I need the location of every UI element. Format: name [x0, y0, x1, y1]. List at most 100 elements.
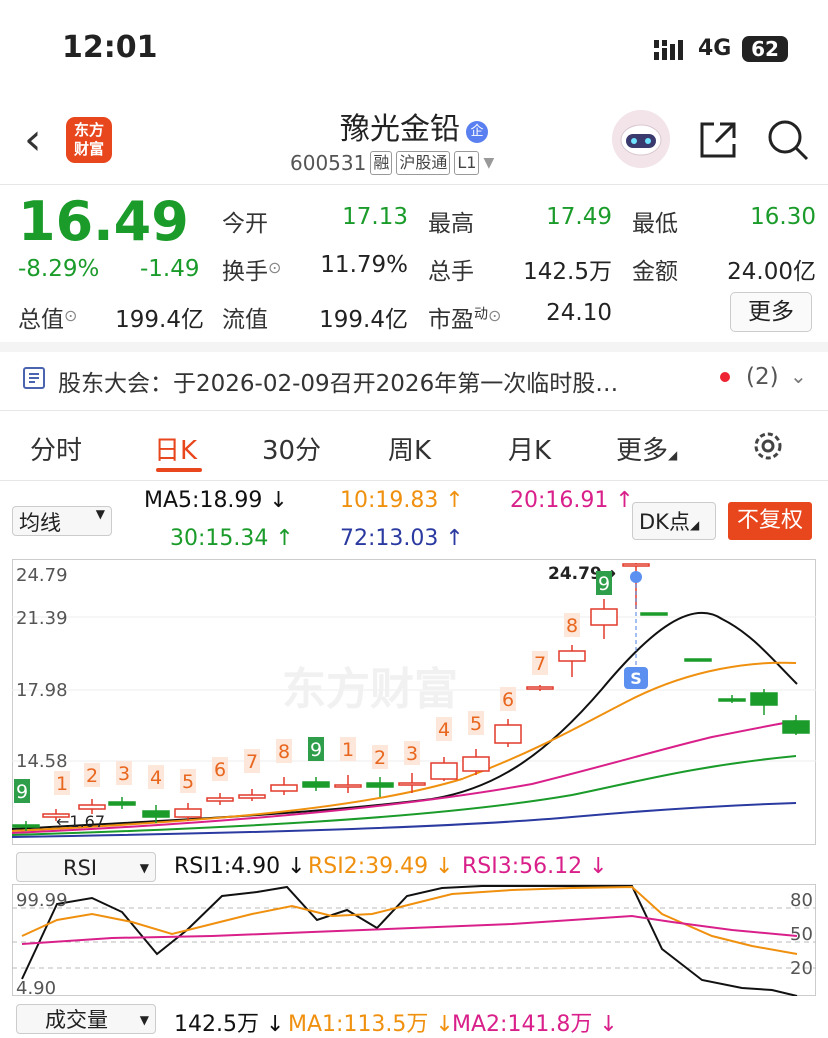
rsi1-value: RSI1:4.90 ↓ — [174, 854, 306, 879]
candle-body — [142, 810, 170, 818]
candle-body — [718, 698, 746, 702]
tab-daily-k[interactable]: 日K — [154, 436, 198, 466]
count-label-bg — [180, 769, 196, 793]
count-label: 6 — [214, 759, 226, 781]
ma5-value: MA5:18.99 ↓ — [144, 488, 288, 513]
pe-value: 24.10 — [546, 300, 612, 326]
count-label-bg — [532, 651, 548, 675]
search-icon[interactable] — [766, 118, 810, 162]
change-percent: -8.29% — [18, 256, 100, 282]
open-value: 17.13 — [342, 204, 408, 230]
tab-30min[interactable]: 30分 — [262, 436, 322, 466]
count-label-bg — [404, 741, 420, 765]
high-marker-dot — [630, 571, 642, 583]
count-label-bg — [148, 765, 164, 789]
volume-ma2: MA2:141.8万 ↓ — [452, 1012, 618, 1037]
current-price: 16.49 — [18, 190, 189, 253]
app-logo[interactable]: 东方 财富 — [66, 117, 112, 163]
rsi-selector[interactable]: RSI ▼ — [16, 852, 156, 882]
back-icon[interactable]: ‹ — [24, 114, 42, 165]
count-label-bg — [14, 779, 30, 803]
rsi-tick-top: 99.99 — [16, 890, 68, 911]
count-label: 3 — [118, 763, 130, 785]
count-label: 6 — [502, 689, 514, 711]
ma10-value: 10:19.83 ↑ — [340, 488, 464, 513]
volume-selector[interactable]: 成交量 ▼ — [16, 1004, 156, 1034]
info-icon: ⊙ — [488, 306, 502, 325]
chevron-down-icon[interactable]: ⌄ — [790, 364, 807, 388]
count-label-bg — [500, 687, 516, 711]
low-price-label: ←1.67 — [56, 812, 105, 831]
notice-count[interactable]: (2) — [746, 364, 779, 390]
count-label: 2 — [374, 747, 386, 769]
rsi-chart[interactable] — [12, 884, 816, 996]
count-label-bg — [116, 761, 132, 785]
tab-weekly-k[interactable]: 周K — [388, 436, 432, 466]
divider — [0, 184, 828, 185]
high-label: 最高 — [428, 211, 474, 237]
info-icon: ⊙ — [268, 258, 282, 277]
open-label: 今开 — [222, 211, 268, 237]
indicator-selector[interactable]: 均线 ▼ — [12, 506, 112, 536]
sell-signal-label: S — [630, 669, 642, 688]
dk-button[interactable]: DK点◢ — [632, 502, 716, 540]
ma20-value: 20:16.91 ↑ — [510, 488, 634, 513]
unread-dot — [720, 372, 730, 382]
ma30-value: 30:15.34 ↑ — [170, 526, 294, 551]
count-label: 3 — [406, 743, 418, 765]
count-label-bg — [340, 737, 356, 761]
candle-body — [174, 808, 202, 818]
tab-monthly-k[interactable]: 月K — [508, 436, 552, 466]
volume-label: 总手 — [428, 259, 474, 285]
count-label: 2 — [86, 765, 98, 787]
rsi3-value: RSI3:56.12 ↓ — [462, 854, 608, 879]
volume-ma1: MA1:113.5万 ↓ — [288, 1012, 454, 1037]
candle-body — [430, 762, 458, 780]
low-label: 最低 — [632, 211, 678, 237]
candle-body — [334, 784, 362, 788]
low-value: 16.30 — [750, 204, 816, 230]
turnover-label: 换手⊙ — [222, 258, 282, 285]
stock-code-row[interactable]: 600531 融 沪股通 L1 ▼ — [290, 151, 494, 175]
count-label-bg — [308, 737, 324, 761]
rsi-tick-20: 20 — [790, 958, 813, 979]
candle-body — [462, 756, 490, 772]
candle-body — [684, 658, 712, 662]
divider — [0, 342, 828, 352]
tag-margin: 融 — [370, 151, 393, 175]
assistant-avatar-icon[interactable] — [612, 110, 670, 168]
candle-body — [42, 813, 70, 818]
candle-body — [558, 650, 586, 662]
sell-signal-icon[interactable] — [624, 667, 648, 689]
moving-average-lines — [12, 611, 798, 838]
settings-gear-icon[interactable] — [750, 428, 786, 464]
count-label: 8 — [566, 615, 578, 637]
candle-body — [238, 794, 266, 799]
count-label: 7 — [534, 653, 546, 675]
price-tick: 21.39 — [16, 608, 68, 629]
tag-level: L1 — [454, 151, 480, 175]
restore-right-button[interactable]: 不复权 — [728, 502, 812, 540]
count-label: 9 — [310, 739, 322, 761]
price-tick: 14.58 — [16, 751, 68, 772]
change-amount: -1.49 — [140, 256, 200, 282]
stock-name: 豫光金铅 — [340, 112, 460, 147]
count-label-bg — [564, 613, 580, 637]
tab-timeshare[interactable]: 分时 — [30, 436, 83, 466]
tab-more[interactable]: 更多◢ — [616, 436, 678, 466]
candle-body — [302, 781, 330, 788]
candle-body — [206, 797, 234, 802]
count-label-bg — [244, 749, 260, 773]
candle-body — [78, 804, 106, 810]
volume-now: 142.5万 ↓ — [174, 1012, 285, 1037]
price-tick: 24.79 — [16, 565, 68, 586]
notice-text[interactable]: 股东大会：于2026-02-09召开2026年第一次临时股… — [58, 371, 619, 397]
count-label: 4 — [438, 719, 450, 741]
share-icon[interactable] — [696, 118, 740, 162]
divider — [0, 410, 828, 411]
count-label: 1 — [56, 773, 68, 795]
more-button[interactable]: 更多 — [730, 292, 812, 332]
candlesticks — [12, 563, 810, 831]
